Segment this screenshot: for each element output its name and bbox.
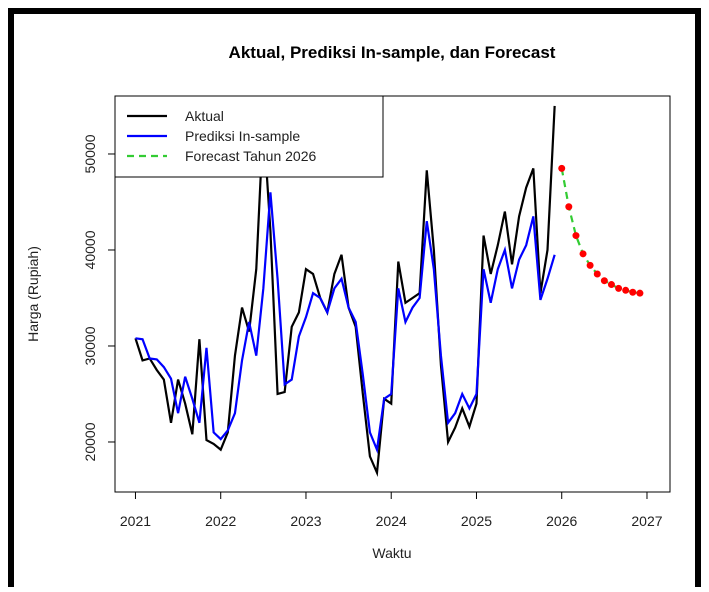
x-tick-label: 2021 <box>120 513 151 529</box>
x-axis-title: Waktu <box>372 545 411 561</box>
forecast-point <box>593 270 601 278</box>
chart-title: Aktual, Prediksi In-sample, dan Forecast <box>229 43 556 62</box>
series-line <box>135 192 556 454</box>
frame <box>8 8 701 592</box>
forecast-point <box>558 164 566 172</box>
forecast-point <box>572 232 580 240</box>
series-line <box>134 105 556 478</box>
y-tick-label: 40000 <box>82 230 98 269</box>
forecast-point <box>636 289 644 297</box>
plot-box <box>114 95 671 493</box>
x-tick-label: 2022 <box>205 513 236 529</box>
y-tick-label: 50000 <box>82 134 98 173</box>
x-tick-label: 2026 <box>546 513 577 529</box>
y-tick-label: 30000 <box>82 326 98 365</box>
x-tick-label: 2024 <box>376 513 407 529</box>
y-tick-label: 20000 <box>82 422 98 461</box>
forecast-point <box>565 203 573 211</box>
forecast-point <box>607 281 615 289</box>
x-tick-label: 2027 <box>631 513 662 529</box>
legend-label: Forecast Tahun 2026 <box>185 148 316 164</box>
forecast-point <box>579 250 587 258</box>
legend-label: Aktual <box>185 108 224 124</box>
legend-label: Prediksi In-sample <box>185 128 300 144</box>
x-tick-label: 2023 <box>290 513 321 529</box>
legend: Aktual Prediksi In-sample Forecast Tahun 2… <box>114 95 384 178</box>
forecast-point <box>629 288 637 296</box>
y-axis-title: Harga (Rupiah) <box>25 246 41 342</box>
forecast-point <box>586 261 594 269</box>
forecast-point <box>600 277 608 285</box>
forecast-point <box>615 284 623 292</box>
x-tick-label: 2025 <box>461 513 492 529</box>
forecast-point <box>622 286 630 294</box>
